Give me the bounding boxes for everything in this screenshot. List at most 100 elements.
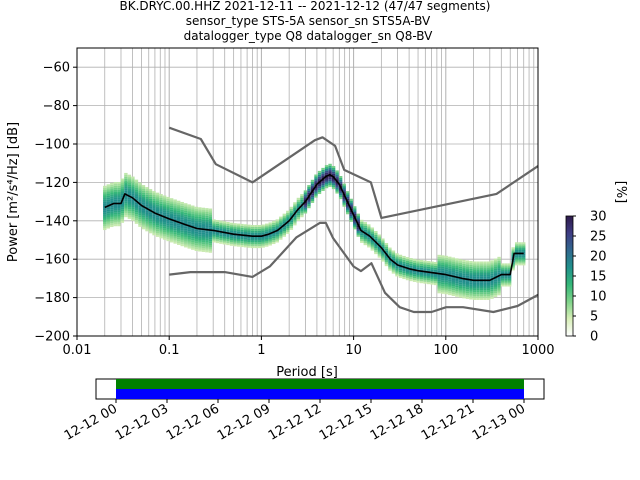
density-cell <box>451 276 456 279</box>
density-cell <box>117 212 121 215</box>
density-cell <box>120 188 125 191</box>
density-cell <box>282 230 287 233</box>
density-cell <box>166 202 170 205</box>
density-cell <box>117 205 121 208</box>
density-cell <box>180 240 184 243</box>
density-cell <box>430 265 434 268</box>
density-cell <box>444 271 448 274</box>
density-cell <box>127 214 132 217</box>
density-cell <box>243 230 248 233</box>
density-cell <box>335 185 339 188</box>
density-cell <box>176 227 181 230</box>
density-cell <box>127 199 132 202</box>
density-cell <box>155 206 160 209</box>
density-cell <box>162 207 167 210</box>
density-cell <box>162 201 167 204</box>
density-cell <box>465 260 470 263</box>
density-cell <box>300 201 304 204</box>
density-cell <box>370 233 375 236</box>
density-cell <box>226 233 230 236</box>
density-cell <box>201 249 206 252</box>
density-cell <box>310 183 315 186</box>
density-cell <box>134 210 139 213</box>
density-cell <box>522 259 526 262</box>
density-cell <box>356 232 360 235</box>
density-cell <box>124 215 128 218</box>
density-cell <box>166 221 170 224</box>
density-cell <box>296 201 301 204</box>
density-cell <box>180 215 184 218</box>
density-cell <box>124 199 128 202</box>
density-cell <box>138 190 142 193</box>
density-cell <box>120 211 125 214</box>
density-cell <box>134 208 139 211</box>
density-cell <box>138 205 142 208</box>
density-cell <box>374 231 378 234</box>
density-cell <box>176 239 181 242</box>
density-cell <box>110 196 114 199</box>
density-cell <box>222 227 227 230</box>
density-cell <box>226 243 230 246</box>
density-cell <box>208 218 213 221</box>
series-line-nhnm <box>168 126 539 219</box>
density-cell <box>215 223 220 226</box>
density-cell <box>247 241 251 244</box>
density-cell <box>486 292 491 295</box>
density-cell <box>331 173 336 176</box>
density-cell <box>345 191 350 194</box>
density-cell <box>314 191 318 194</box>
density-cell <box>522 257 526 260</box>
density-cell <box>141 211 146 214</box>
density-cell <box>205 248 209 251</box>
density-cell <box>226 229 230 232</box>
density-cell <box>191 243 195 246</box>
density-cell <box>187 215 191 218</box>
density-cell <box>134 204 139 207</box>
density-cell <box>405 270 410 273</box>
density-cell <box>215 220 220 223</box>
density-cell <box>377 234 382 237</box>
density-cell <box>159 205 163 208</box>
density-cell <box>458 282 463 285</box>
density-cell <box>110 188 114 191</box>
density-cell <box>117 216 121 219</box>
density-cell <box>236 240 241 243</box>
density-cell <box>261 228 265 231</box>
psd-density <box>103 163 526 300</box>
density-cell <box>360 225 364 228</box>
density-cell <box>303 194 308 197</box>
density-cell <box>409 269 413 272</box>
density-cell <box>402 263 406 266</box>
density-cell <box>148 212 153 215</box>
density-cell <box>208 239 213 242</box>
density-cell <box>384 262 389 265</box>
density-cell <box>437 274 441 277</box>
density-cell <box>472 271 477 274</box>
density-cell <box>212 234 216 237</box>
density-cell <box>437 275 441 278</box>
density-cell <box>103 205 107 208</box>
density-cell <box>120 218 125 221</box>
density-cell <box>479 276 484 279</box>
density-cell <box>300 199 304 202</box>
density-cell <box>226 222 230 225</box>
density-cell <box>289 227 294 230</box>
density-cell <box>455 289 459 292</box>
density-cell <box>462 280 466 283</box>
density-cell <box>155 232 160 235</box>
density-cell <box>286 212 290 215</box>
density-cell <box>469 297 473 300</box>
density-cell <box>103 195 107 198</box>
density-cell <box>226 225 230 228</box>
density-cell <box>370 244 375 247</box>
density-cell <box>169 209 174 212</box>
density-cell <box>497 260 501 263</box>
density-cell <box>180 236 184 239</box>
density-cell <box>194 212 198 215</box>
density-cell <box>106 222 110 225</box>
density-cell <box>314 176 318 179</box>
density-cell <box>169 221 174 224</box>
density-cell <box>514 255 519 258</box>
density-cell <box>317 192 322 195</box>
density-cell <box>222 238 227 241</box>
